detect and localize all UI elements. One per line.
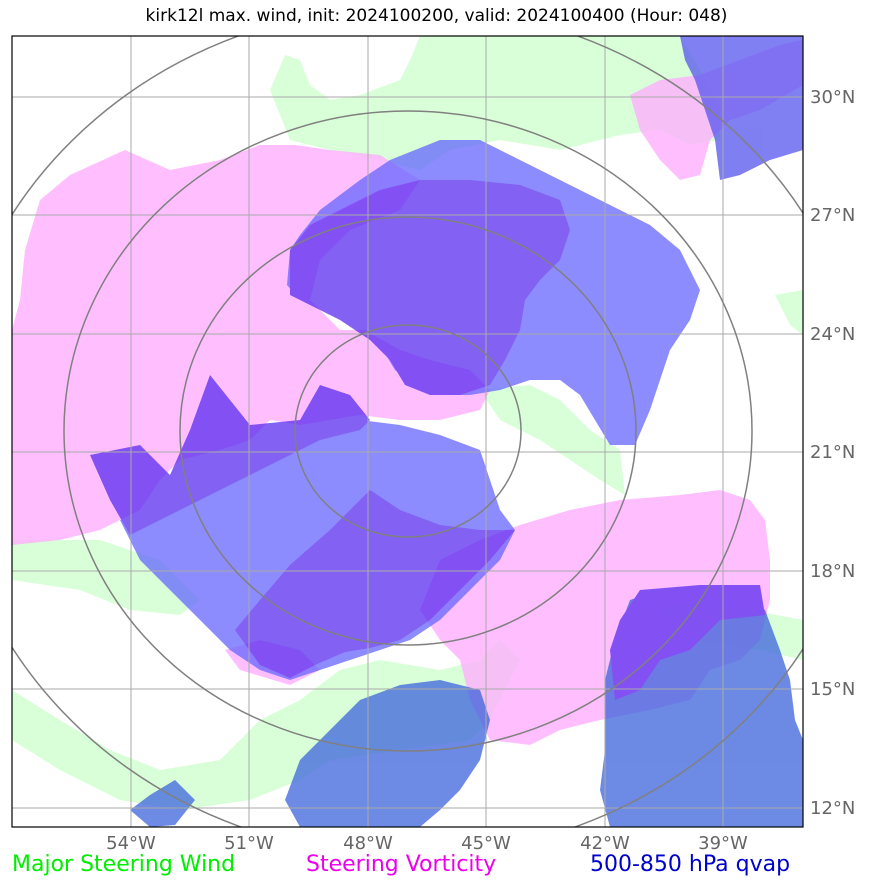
- qvap-region-southwest: [130, 780, 195, 827]
- legend-qvap: 500-850 hPa qvap: [590, 852, 791, 877]
- qvap-layer: [90, 36, 803, 827]
- range-ring-2: [179, 216, 637, 646]
- lat-label-24: 24°N: [810, 324, 855, 345]
- qvap-region-north-dark: [290, 180, 570, 395]
- range-rings: [12, 36, 803, 827]
- lon-labels: 54°W 51°W 48°W 45°W 42°W 39°W: [106, 833, 748, 854]
- lon-label-48: 48°W: [343, 833, 393, 854]
- legend-steering-vorticity: Steering Vorticity: [306, 852, 497, 877]
- qvap-region-centre-dark: [90, 375, 370, 535]
- wind-region-east: [775, 290, 803, 335]
- qvap-region-south-dark: [235, 490, 515, 678]
- lon-label-51: 51°W: [224, 833, 274, 854]
- lat-labels: 30°N 27°N 24°N 21°N 18°N 15°N 12°N: [810, 87, 855, 819]
- lat-label-27: 27°N: [810, 205, 855, 226]
- range-ring-1: [294, 324, 522, 538]
- lat-label-12: 12°N: [810, 798, 855, 819]
- lon-label-45: 45°W: [461, 833, 511, 854]
- qvap-region-south: [285, 680, 490, 827]
- legend-steering-wind: Major Steering Wind: [12, 852, 236, 877]
- lat-label-18: 18°N: [810, 561, 855, 582]
- lon-label-42: 42°W: [580, 833, 630, 854]
- plot-title: kirk12l max. wind, init: 2024100200, val…: [145, 6, 728, 26]
- wind-region-north: [270, 36, 720, 170]
- lon-label-39: 39°W: [698, 833, 748, 854]
- map-frame: [11, 35, 804, 828]
- wind-region-southwest: [12, 640, 520, 810]
- lat-label-30: 30°N: [810, 87, 855, 108]
- qvap-region-northeast: [680, 36, 803, 180]
- lat-label-15: 15°N: [810, 679, 855, 700]
- range-ring-3: [63, 110, 753, 752]
- lon-label-54: 54°W: [106, 833, 156, 854]
- qvap-region-southeast-dark: [610, 585, 765, 700]
- lat-label-21: 21°N: [810, 442, 855, 463]
- wind-region-centre: [480, 385, 625, 495]
